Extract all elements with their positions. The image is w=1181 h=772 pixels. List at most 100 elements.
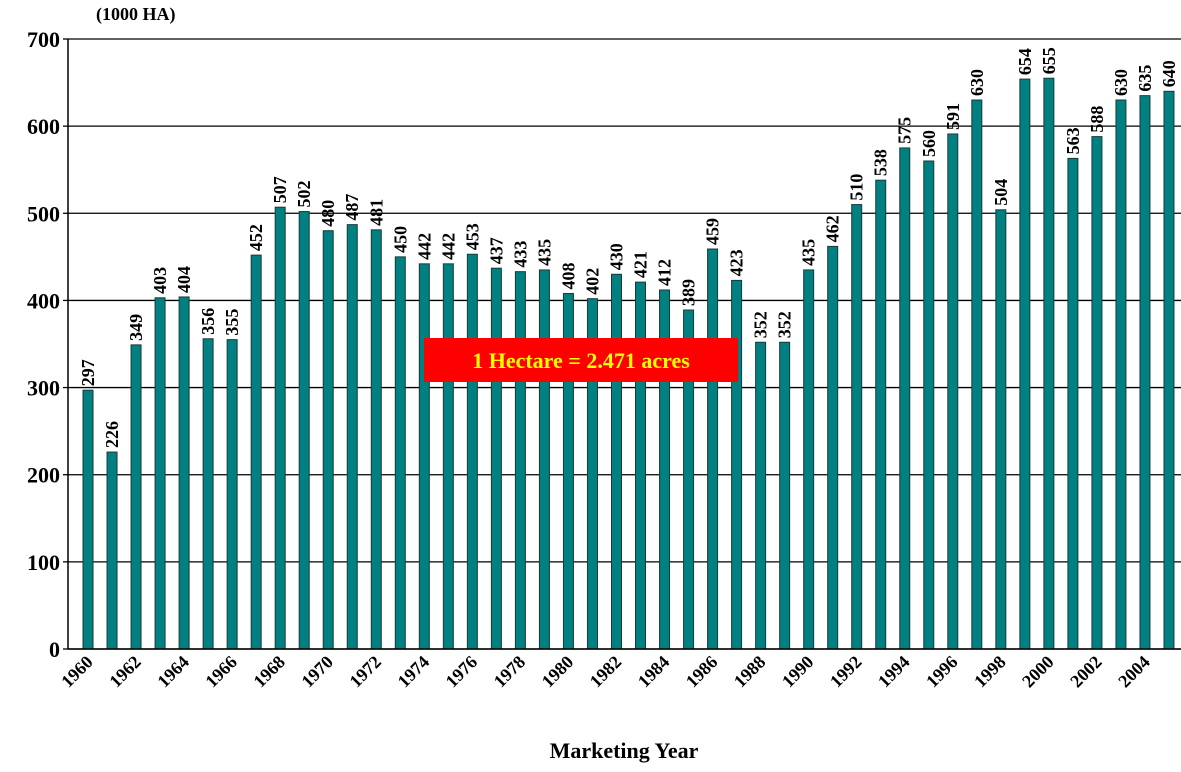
bar	[514, 271, 526, 650]
value-label: 421	[631, 251, 651, 278]
x-tick-label: 1960	[57, 652, 97, 692]
x-tick-label: 1994	[874, 652, 914, 692]
bar	[1139, 95, 1151, 650]
value-label: 481	[366, 199, 386, 226]
value-label: 355	[222, 309, 242, 336]
y-tick-label: 500	[27, 201, 60, 226]
value-label: 480	[318, 200, 338, 227]
value-label: 459	[703, 218, 723, 245]
bar	[418, 263, 430, 650]
x-tick-label: 1998	[970, 652, 1010, 692]
value-label: 538	[871, 149, 891, 176]
value-label: 655	[1039, 47, 1059, 74]
x-tick-label: 1974	[394, 652, 434, 692]
value-label: 507	[270, 176, 290, 203]
bar	[1163, 90, 1175, 650]
bar	[610, 273, 622, 650]
bar	[154, 297, 166, 650]
y-tick-label: 200	[27, 463, 60, 488]
bar	[1067, 157, 1079, 650]
bar	[947, 133, 959, 650]
bar	[106, 451, 118, 650]
value-label: 435	[534, 239, 554, 266]
value-label: 487	[342, 194, 362, 221]
value-label: 453	[462, 223, 482, 250]
x-tick-label: 1982	[586, 652, 626, 692]
value-label: 423	[727, 249, 747, 276]
value-label: 504	[991, 179, 1011, 206]
bar	[346, 224, 358, 650]
x-tick-label: 1990	[778, 652, 818, 692]
bar	[635, 281, 647, 650]
x-tick-label: 1970	[297, 652, 337, 692]
annotation-box	[424, 338, 738, 382]
bar	[923, 160, 935, 650]
bar	[731, 279, 743, 650]
value-label: 640	[1159, 60, 1179, 87]
bar	[755, 341, 767, 650]
bar	[394, 256, 406, 650]
value-label: 450	[390, 226, 410, 253]
x-tick-label: 1984	[634, 652, 674, 692]
bar	[322, 230, 334, 650]
bar	[178, 296, 190, 650]
value-label: 433	[510, 241, 530, 268]
y-tick-label: 700	[27, 27, 60, 52]
value-label: 588	[1087, 106, 1107, 133]
bar	[899, 147, 911, 650]
bar	[1091, 136, 1103, 650]
value-label: 402	[582, 268, 602, 295]
y-tick-label: 300	[27, 376, 60, 401]
annotation: 1 Hectare = 2.471 acres	[472, 348, 690, 373]
x-tick-label: 1968	[249, 652, 289, 692]
x-tick-label: 1986	[682, 652, 722, 692]
x-tick-label: 1996	[922, 652, 962, 692]
bar	[82, 389, 94, 650]
bar	[466, 253, 478, 650]
value-label: 352	[775, 311, 795, 338]
value-label: 403	[150, 267, 170, 294]
y-tick-label: 0	[49, 637, 60, 662]
bar	[538, 269, 550, 650]
x-tick-label: 1964	[153, 652, 193, 692]
bar	[707, 248, 719, 650]
value-label: 435	[799, 239, 819, 266]
x-tick-label: 2002	[1066, 652, 1106, 692]
value-label: 356	[198, 308, 218, 335]
y-axis-label: (1000 HA)	[96, 4, 176, 25]
value-label: 502	[294, 181, 314, 208]
bar	[490, 267, 502, 650]
bar	[202, 338, 214, 650]
bar	[995, 209, 1007, 650]
value-label: 452	[246, 224, 266, 251]
value-label: 352	[751, 311, 771, 338]
bar	[442, 263, 454, 650]
bar	[971, 99, 983, 650]
x-tick-label: 1962	[105, 652, 145, 692]
value-label: 437	[486, 237, 506, 264]
bar	[1019, 78, 1031, 650]
bar	[130, 344, 142, 650]
bar	[370, 229, 382, 650]
y-tick-label: 100	[27, 550, 60, 575]
value-label: 560	[919, 130, 939, 157]
x-tick-label: 1980	[538, 652, 578, 692]
value-label: 389	[679, 279, 699, 306]
bar	[250, 254, 262, 650]
value-label: 654	[1015, 48, 1035, 75]
value-label: 226	[102, 421, 122, 448]
x-tick-label: 2000	[1018, 652, 1058, 692]
x-axis-label: Marketing Year	[550, 738, 699, 763]
x-tick-label: 1992	[826, 652, 866, 692]
bar	[1115, 99, 1127, 650]
bar	[274, 206, 286, 650]
value-label: 442	[438, 233, 458, 260]
x-tick-label: 2004	[1114, 652, 1154, 692]
x-tick-label: 1966	[201, 652, 241, 692]
bar	[875, 179, 887, 650]
x-tick-label: 1978	[490, 652, 530, 692]
bar	[226, 339, 238, 650]
value-label: 591	[943, 103, 963, 130]
